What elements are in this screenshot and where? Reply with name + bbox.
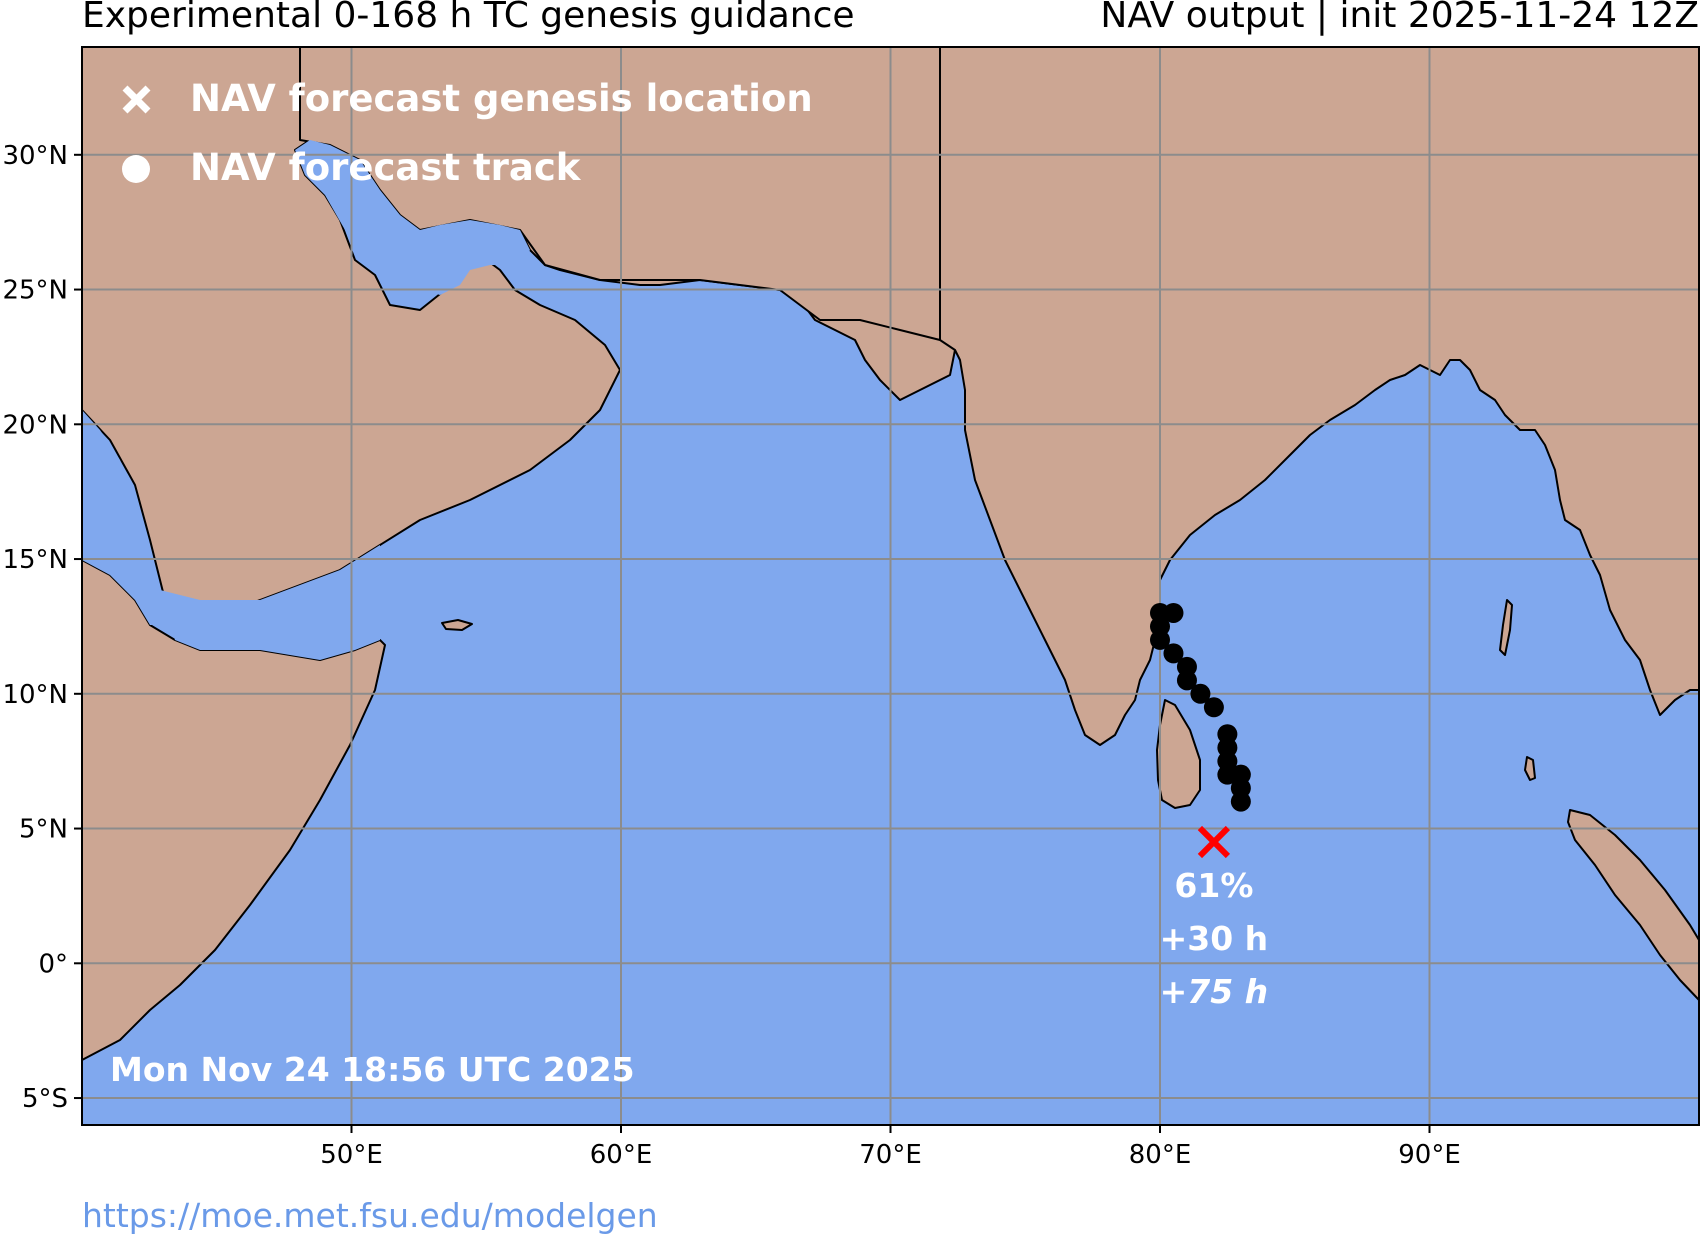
track-point: [1217, 724, 1238, 745]
x-mark-icon: [122, 85, 151, 114]
source-url-link[interactable]: https://moe.met.fsu.edu/modelgen: [82, 1196, 658, 1235]
graticule: [82, 47, 1699, 1125]
y-axis-ticks: 5°S 0° 5°N 10°N 15°N 20°N 25°N 30°N: [2, 141, 82, 1114]
persian-gulf: [295, 140, 530, 295]
land-india: [939, 47, 1699, 746]
land-africa: [82, 559, 386, 1061]
y-tick-label: 10°N: [2, 680, 68, 710]
track-point: [1190, 683, 1211, 704]
track-duration-label: +75 h: [1160, 972, 1269, 1011]
y-tick-label: 30°N: [2, 141, 68, 171]
legend: NAV forecast genesis location NAV foreca…: [122, 77, 813, 189]
track-point: [1163, 602, 1184, 623]
red-sea: [82, 410, 175, 625]
land-andaman: [1499, 599, 1513, 656]
map-title: Experimental 0-168 h TC genesis guidance: [82, 0, 855, 36]
legend-track-label: NAV forecast track: [190, 146, 582, 189]
x-tick-label: 60°E: [590, 1140, 653, 1170]
y-tick-label: 5°S: [22, 1084, 68, 1114]
dot-icon: [122, 155, 150, 183]
land-sri-lanka: [1156, 699, 1201, 809]
track-point: [1163, 643, 1184, 664]
legend-track-entry: NAV forecast track: [122, 146, 582, 189]
legend-genesis-entry: NAV forecast genesis location: [122, 77, 813, 120]
x-tick-label: 80°E: [1129, 1140, 1192, 1170]
track-point: [1176, 656, 1197, 677]
genesis-marker: 61% +30 h +75 h: [1160, 825, 1269, 1011]
legend-genesis-label: NAV forecast genesis location: [190, 77, 813, 120]
forecast-track: [1150, 602, 1251, 812]
model-init-label: NAV output | init 2025-11-24 12Z: [1100, 0, 1699, 36]
x-tick-label: 50°E: [320, 1140, 383, 1170]
y-tick-label: 20°N: [2, 410, 68, 440]
landmasses: [82, 47, 1699, 1061]
inland-seas: [82, 140, 530, 660]
land-nicobar: [1524, 756, 1536, 781]
x-axis-ticks: 50°E 60°E 70°E 80°E 90°E: [320, 1125, 1461, 1170]
gulf-of-aden: [160, 545, 380, 660]
y-tick-label: 0°: [38, 949, 68, 979]
y-tick-label: 5°N: [19, 815, 68, 845]
y-tick-label: 15°N: [2, 545, 68, 575]
genesis-x-mark: [1197, 825, 1231, 859]
valid-timestamp: Mon Nov 24 18:56 UTC 2025: [110, 1050, 635, 1089]
land-sumatra: [1567, 809, 1699, 1001]
land-socotra: [441, 619, 473, 631]
y-tick-label: 25°N: [2, 276, 68, 306]
genesis-probability-label: 61%: [1174, 866, 1253, 905]
x-tick-label: 90°E: [1398, 1140, 1461, 1170]
track-point: [1203, 697, 1224, 718]
genesis-lead-time-label: +30 h: [1160, 919, 1269, 958]
x-tick-label: 70°E: [859, 1140, 922, 1170]
